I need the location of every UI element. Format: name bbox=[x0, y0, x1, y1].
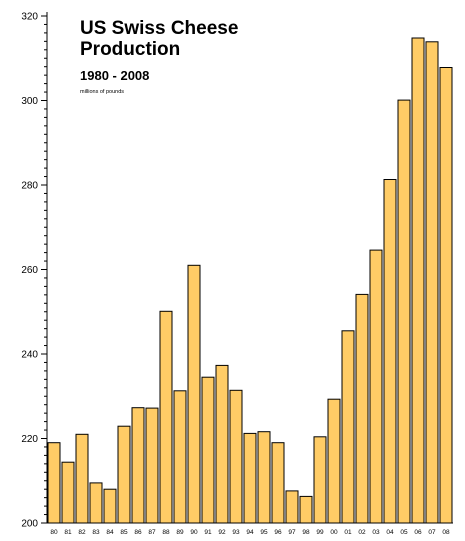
x-tick-label: 95 bbox=[260, 529, 268, 536]
chart-title: US Swiss Cheese bbox=[80, 18, 238, 39]
x-tick-label: 98 bbox=[302, 529, 310, 536]
x-tick-label: 02 bbox=[358, 529, 366, 536]
x-tick-label: 96 bbox=[274, 529, 282, 536]
x-axis: 80 81 82 83 84 85 86 87 88 89 90 91 92 93 94 95 96 97 98 99… bbox=[47, 522, 453, 536]
bar-96 bbox=[271, 442, 285, 524]
x-tick-label: 05 bbox=[400, 529, 408, 536]
bar-01 bbox=[341, 330, 355, 524]
x-tick-label: 01 bbox=[344, 529, 352, 536]
y-tick-label: 300 bbox=[21, 96, 38, 107]
x-tick-label: 94 bbox=[246, 529, 254, 536]
x-tick-label: 81 bbox=[64, 529, 72, 536]
x-tick-label: 91 bbox=[204, 529, 212, 536]
x-tick-label: 04 bbox=[386, 529, 394, 536]
bar-03 bbox=[369, 249, 383, 524]
x-tick-label: 92 bbox=[218, 529, 226, 536]
x-tick-label: 90 bbox=[190, 529, 198, 536]
bar-84 bbox=[103, 488, 117, 524]
x-tick-label: 07 bbox=[428, 529, 436, 536]
bar-92 bbox=[215, 364, 229, 524]
y-tick-label: 200 bbox=[21, 519, 38, 530]
bar-80 bbox=[47, 442, 61, 524]
bar-06 bbox=[411, 37, 425, 524]
bar-08 bbox=[439, 67, 453, 524]
x-tick-label: 85 bbox=[120, 529, 128, 536]
x-tick-label: 00 bbox=[330, 529, 338, 536]
unit-note: millions of pounds bbox=[80, 89, 124, 95]
x-tick-label: 03 bbox=[372, 529, 380, 536]
bar-85 bbox=[117, 425, 131, 524]
bar-93 bbox=[229, 389, 243, 524]
x-tick-label: 87 bbox=[148, 529, 156, 536]
bar-02 bbox=[355, 293, 369, 524]
bar-82 bbox=[75, 433, 89, 524]
y-tick-label: 320 bbox=[21, 12, 38, 23]
x-tick-label: 82 bbox=[78, 529, 86, 536]
x-tick-label: 83 bbox=[92, 529, 100, 536]
bar-97 bbox=[285, 490, 299, 524]
title-block: US Swiss Cheese Production 1980 - 2008 m… bbox=[80, 18, 238, 95]
x-tick-label: 89 bbox=[176, 529, 184, 536]
bar-91 bbox=[201, 376, 215, 524]
bar-98 bbox=[299, 495, 313, 524]
bar-90 bbox=[187, 264, 201, 524]
x-tick-label: 99 bbox=[316, 529, 324, 536]
y-tick-label: 280 bbox=[21, 181, 38, 192]
bar-99 bbox=[313, 436, 327, 524]
x-tick-label: 84 bbox=[106, 529, 114, 536]
x-tick-label: 97 bbox=[288, 529, 296, 536]
bar-04 bbox=[383, 179, 397, 524]
bar-83 bbox=[89, 482, 103, 524]
bar-86 bbox=[131, 407, 145, 524]
chart-subtitle: 1980 - 2008 bbox=[80, 68, 149, 83]
bar-00 bbox=[327, 398, 341, 524]
x-tick-label: 93 bbox=[232, 529, 240, 536]
bar-94 bbox=[243, 432, 257, 524]
y-tick-label: 220 bbox=[21, 434, 38, 445]
bar-series bbox=[47, 37, 453, 524]
bar-95 bbox=[257, 431, 271, 524]
bar-07 bbox=[425, 41, 439, 524]
x-tick-label: 80 bbox=[50, 529, 58, 536]
x-tick-label: 06 bbox=[414, 529, 422, 536]
y-tick-label: 240 bbox=[21, 350, 38, 361]
bar-89 bbox=[173, 390, 187, 524]
y-tick-label: 260 bbox=[21, 265, 38, 276]
x-tick-label: 86 bbox=[134, 529, 142, 536]
x-tick-label: 08 bbox=[442, 529, 450, 536]
chart-title-line2: Production bbox=[80, 39, 180, 60]
bar-05 bbox=[397, 99, 411, 524]
bar-87 bbox=[145, 407, 159, 524]
y-axis: 200 220 240 260 280 300 320 bbox=[21, 12, 48, 530]
bar-81 bbox=[61, 461, 75, 524]
x-tick-label: 88 bbox=[162, 529, 170, 536]
bar-88 bbox=[159, 310, 173, 524]
